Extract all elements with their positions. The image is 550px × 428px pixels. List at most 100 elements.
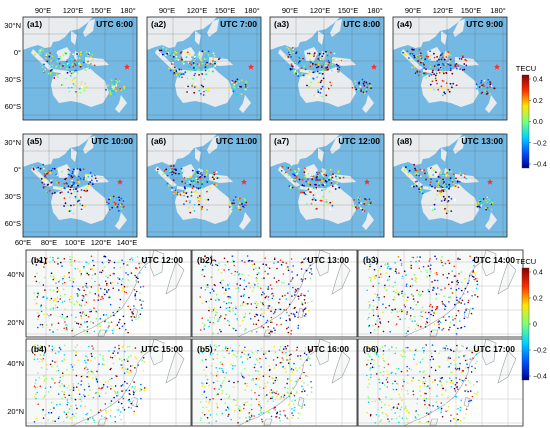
latitude-tick-label: 20°N (7, 318, 24, 327)
longitude-tick-label: 150°E (338, 6, 359, 15)
map-panel: (b3) UTC 14:00 (357, 249, 524, 338)
longitude-tick-label: 90°E (159, 6, 175, 15)
panel-label: (a6) (151, 136, 166, 146)
utc-time-label: UTC 12:00 (141, 255, 183, 265)
colorbars: TECU 0.4 0.2 0.0 −0.2 −0.4 TECU 0.4 0.2 0 −0.2 −0.4 (516, 64, 547, 381)
utc-time-label: UTC 11:00 (216, 136, 257, 146)
map-panel: (a7) UTC 12:00 (269, 133, 385, 238)
tec-perturbation-dots (158, 46, 249, 96)
tec-perturbation-dots (284, 46, 372, 98)
tec-perturbation-dots (32, 163, 125, 215)
utc-time-label: UTC 12:00 (338, 136, 380, 146)
map-panel: (a6) UTC 11:00 (146, 133, 262, 238)
colorbar: TECU 0.4 0.2 0.0 −0.2 −0.4 (516, 64, 547, 169)
colorbar-tick-label: 0.0 (533, 119, 543, 126)
tec-perturbation-dots (402, 48, 496, 97)
panel-label: (b1) (31, 255, 47, 265)
longitude-tick-label: 120°E (63, 6, 84, 15)
latitude-tick-label: 40°N (7, 359, 24, 368)
panel-label: (a5) (27, 136, 42, 146)
panel-label: (b5) (197, 344, 213, 354)
tec-perturbation-dots (280, 164, 373, 212)
utc-time-label: UTC 9:00 (466, 19, 503, 29)
tec-perturbation-dots (366, 255, 479, 335)
longitude-tick-label: 180° (244, 6, 260, 15)
longitude-tick-label: 90°E (35, 6, 51, 15)
utc-time-label: UTC 7:00 (220, 19, 257, 29)
longitude-tick-label: 120°E (187, 6, 208, 15)
upper-map-grid: (a1) UTC 6:00 (a2) UTC 7:00 (a3) UTC 8:00 (a4)… (22, 16, 508, 238)
longitude-tick-label: 90°E (282, 6, 298, 15)
latitude-tick-label: 40°N (7, 270, 24, 279)
colorbar-tick-label: −0.4 (533, 162, 547, 169)
tec-perturbation-dots (33, 46, 126, 97)
map-panel: (a8) UTC 13:00 (392, 133, 508, 238)
tec-perturbation-dots (199, 344, 313, 424)
lower-map-grid: (b1) UTC 12:00 (b2) UTC 13:00 (b3) UTC 14:00(… (25, 249, 524, 427)
colorbar: TECU 0.4 0.2 0 −0.2 −0.4 (516, 257, 547, 381)
map-panel: (b5) UTC 16:00 (191, 338, 358, 427)
tec-perturbation-dots (33, 344, 147, 424)
latitude-tick-label: 20°N (7, 407, 24, 416)
utc-time-label: UTC 15:00 (141, 344, 183, 354)
utc-time-label: UTC 13:00 (461, 136, 503, 146)
map-panel: (a2) UTC 7:00 (146, 16, 262, 121)
longitude-tick-label: 120°E (310, 6, 331, 15)
colorbar-tick-label: −0.2 (533, 348, 547, 355)
map-panel: (b4) UTC 15:00 (25, 338, 192, 427)
longitude-tick-label: 180° (490, 6, 506, 15)
longitude-tick-label: 120°E (433, 6, 454, 15)
map-panel: (b1) UTC 12:00 (25, 249, 192, 338)
lower-axes-labels: 40°N 20°N 40°N 20°N (7, 270, 24, 416)
latitude-tick-label: 30°N (4, 21, 21, 30)
longitude-tick-label: 140°E (117, 238, 138, 247)
latitude-tick-label: 0° (14, 48, 21, 57)
longitude-tick-label: 80°E (41, 238, 57, 247)
latitude-tick-label: 0° (14, 165, 21, 174)
colorbar-gradient (521, 74, 530, 169)
latitude-tick-label: 30°S (5, 192, 21, 201)
tec-perturbation-dots (402, 163, 494, 215)
longitude-tick-label: 150°E (215, 6, 236, 15)
colorbar-title: TECU (516, 64, 536, 73)
tec-perturbation-dots (199, 255, 313, 335)
map-panel: (a4) UTC 9:00 (392, 16, 508, 121)
upper-axes-labels: 90°E 120°E 150°E 180° 90°E 120°E 150°E 180° 90°E… (4, 6, 506, 247)
panel-label: (b2) (197, 255, 213, 265)
colorbar-title: TECU (516, 257, 536, 266)
map-panel: (b6) UTC 17:00 (357, 338, 524, 427)
colorbar-gradient (521, 267, 530, 381)
colorbar-tick-label: −0.2 (533, 140, 547, 147)
colorbar-tick-label: 0.2 (533, 296, 543, 303)
colorbar-tick-label: 0.2 (533, 98, 543, 105)
longitude-tick-label: 150°E (91, 6, 112, 15)
panel-label: (a2) (151, 19, 166, 29)
utc-time-label: UTC 14:00 (473, 255, 515, 265)
panel-label: (a8) (397, 136, 412, 146)
latitude-tick-label: 60°S (5, 219, 21, 228)
longitude-tick-label: 150°E (461, 6, 482, 15)
tec-perturbation-dots (366, 344, 479, 424)
colorbar-tick-label: 0 (533, 322, 537, 329)
panel-label: (b4) (31, 344, 47, 354)
map-panel: (a1) UTC 6:00 (22, 16, 138, 121)
latitude-tick-label: 30°N (4, 138, 21, 147)
panel-label: (a1) (27, 19, 42, 29)
utc-time-label: UTC 6:00 (96, 19, 133, 29)
tec-perturbation-dots (156, 164, 248, 214)
colorbar-tick-label: 0.4 (533, 77, 543, 84)
utc-time-label: UTC 10:00 (91, 136, 133, 146)
panel-label: (a4) (397, 19, 412, 29)
utc-time-label: UTC 8:00 (343, 19, 380, 29)
panel-label: (a7) (274, 136, 289, 146)
longitude-tick-label: 120°E (91, 238, 112, 247)
longitude-tick-label: 180° (120, 6, 136, 15)
latitude-tick-label: 30°S (5, 75, 21, 84)
longitude-tick-label: 90°E (405, 6, 421, 15)
map-panel: (a5) UTC 10:00 (22, 133, 138, 238)
latitude-tick-label: 60°S (5, 102, 21, 111)
utc-time-label: UTC 16:00 (307, 344, 349, 354)
utc-time-label: UTC 13:00 (307, 255, 349, 265)
longitude-tick-label: 60°E (15, 238, 31, 247)
